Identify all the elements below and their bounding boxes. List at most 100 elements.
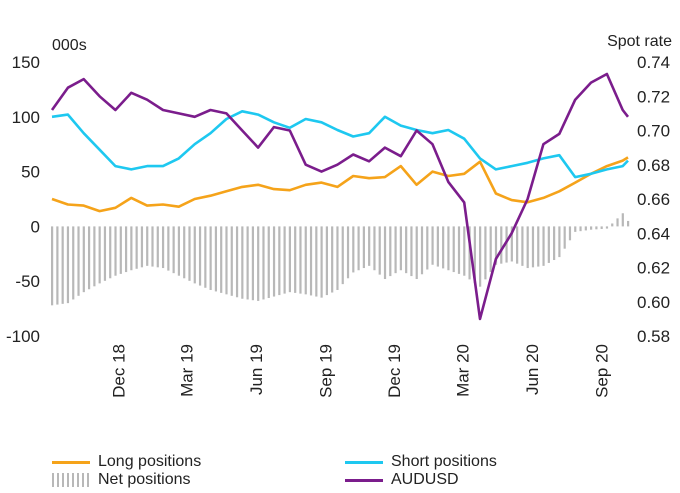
net-position-bar: [98, 226, 101, 284]
net-position-bar: [531, 226, 535, 268]
net-position-bar: [378, 226, 381, 275]
net-position-bar: [389, 226, 392, 277]
net-position-bar: [272, 226, 276, 297]
left-tick-label: 150: [12, 53, 40, 72]
net-position-bar: [463, 226, 466, 276]
net-position-bar: [161, 226, 165, 269]
net-position-bar: [278, 226, 281, 296]
net-position-bar: [563, 226, 566, 249]
net-position-bar: [124, 226, 128, 273]
x-tick-label: Mar 20: [454, 344, 473, 397]
chart-lines: [50, 72, 630, 321]
net-position-bar: [368, 226, 371, 266]
net-position-bar: [405, 226, 408, 274]
net-position-bar: [204, 226, 207, 288]
net-position-bar: [77, 226, 80, 296]
long-positions-swatch: [52, 460, 90, 464]
net-position-bar: [521, 226, 524, 266]
net-position-bar: [590, 226, 593, 230]
net-position-bar: [431, 226, 434, 265]
net-position-bar: [473, 226, 476, 284]
net-position-bar: [447, 226, 450, 271]
net-position-bar: [251, 226, 255, 301]
net-position-bar: [516, 226, 519, 264]
net-position-bar: [51, 226, 54, 306]
x-tick-label: Dec 19: [385, 344, 404, 398]
net-position-bar: [135, 226, 138, 269]
short-positions-swatch: [345, 460, 383, 464]
left-axis-unit: 000s: [52, 37, 87, 54]
legend-item-audusd: AUDUSD: [345, 470, 459, 490]
net-position-bar: [547, 226, 550, 263]
net-position-bar: [537, 226, 540, 267]
x-tick-label: Dec 18: [109, 344, 128, 398]
net-position-bar: [294, 226, 297, 293]
left-tick-label: 100: [12, 108, 40, 127]
net-position-bar: [262, 226, 265, 300]
legend-label-long: Long positions: [98, 453, 202, 470]
net-position-bar: [500, 226, 503, 264]
right-tick-label: 0.58: [637, 327, 670, 346]
net-position-bar: [484, 226, 487, 280]
net-position-bar: [426, 226, 429, 270]
net-position-bar: [494, 226, 498, 265]
net-position-bar: [394, 226, 397, 274]
net-position-bar: [140, 226, 144, 268]
net-position-bar: [346, 226, 350, 279]
legend-item-short: Short positions: [345, 452, 497, 472]
net-position-bar: [130, 226, 133, 271]
net-position-bar: [621, 213, 624, 227]
net-position-bar: [574, 226, 577, 232]
net-position-bar: [246, 226, 249, 300]
net-position-bar: [241, 226, 244, 299]
legend-item-net: Net positions: [52, 470, 191, 490]
net-position-bar: [66, 226, 70, 304]
short-positions-line: [51, 110, 629, 179]
net-position-bar: [325, 226, 328, 296]
net-position-bar: [627, 220, 630, 227]
audusd-swatch: [345, 478, 383, 482]
long-positions-line: [51, 156, 629, 213]
net-position-bar: [611, 223, 614, 227]
right-tick-label: 0.72: [637, 87, 670, 106]
net-position-bar: [193, 226, 196, 284]
right-tick-label: 0.62: [637, 259, 670, 278]
right-axis: 0.74 0.72 0.70 0.68 0.66 0.64 0.62 0.60 0.58: [637, 53, 670, 346]
net-position-bar: [198, 226, 202, 286]
net-position-bar: [156, 226, 159, 268]
net-position-bar: [146, 226, 149, 266]
net-position-bar: [510, 226, 513, 262]
net-position-bar: [505, 226, 508, 263]
net-position-bar: [304, 226, 307, 295]
legend-label-net: Net positions: [98, 471, 191, 488]
net-position-bar: [600, 226, 603, 229]
left-tick-label: -100: [6, 327, 40, 346]
net-positions-swatch: [52, 473, 90, 487]
net-position-bar: [82, 226, 85, 293]
x-tick-label: Mar 19: [177, 344, 196, 397]
x-tick-label: Sep 19: [316, 344, 335, 398]
net-position-bar: [616, 218, 619, 227]
net-position-bar: [399, 226, 402, 271]
right-axis-unit: Spot rate: [607, 33, 672, 50]
net-position-bar: [235, 226, 239, 298]
legend-label-short: Short positions: [391, 453, 497, 470]
net-position-bar: [183, 226, 186, 279]
net-position-bar: [315, 226, 318, 297]
net-position-bar: [72, 226, 75, 300]
net-position-bar: [336, 226, 339, 290]
net-position-bar: [526, 226, 529, 269]
net-position-bar: [442, 226, 445, 269]
right-tick-label: 0.74: [637, 53, 670, 72]
net-position-bar: [357, 226, 360, 271]
net-position-bar: [114, 226, 117, 276]
x-axis: Dec 18 Mar 19 Jun 19 Sep 19 Dec 19 Mar 20 Jun …: [109, 344, 611, 398]
net-position-bar: [468, 226, 471, 280]
right-tick-label: 0.66: [637, 190, 670, 209]
net-position-bar: [225, 226, 228, 295]
net-position-bar: [420, 226, 424, 275]
net-position-bar: [93, 226, 96, 287]
net-position-bar: [177, 226, 181, 276]
net-position-bar: [309, 226, 313, 296]
net-position-bar: [331, 226, 334, 293]
